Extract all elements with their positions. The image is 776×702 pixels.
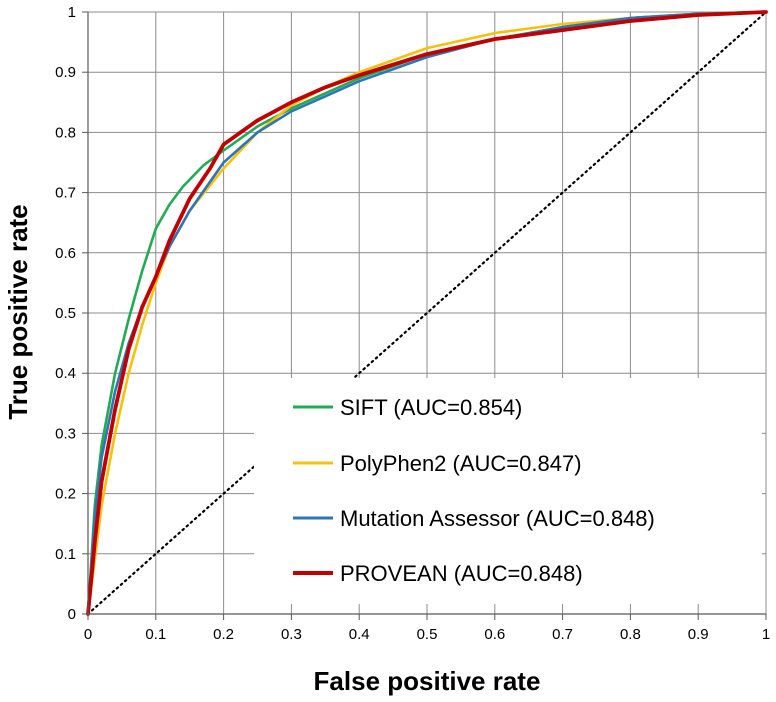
y-tick-label: 0.1 (55, 546, 76, 563)
x-tick-label: 0.7 (552, 626, 573, 643)
y-tick-label: 0.2 (55, 486, 76, 503)
x-tick-label: 0.2 (213, 626, 234, 643)
legend: SIFT (AUC=0.854) PolyPhen2 (AUC=0.847) M… (254, 378, 762, 604)
y-tick-label: 0 (68, 606, 76, 623)
x-tick-label: 0 (84, 626, 92, 643)
diagonal-reference (86, 10, 768, 616)
x-tick-label: 1 (762, 626, 770, 643)
y-tick-label: 0.4 (55, 365, 76, 382)
y-tick-label: 0.9 (55, 64, 76, 81)
diagonal-reference-line (86, 10, 768, 616)
y-tick-label: 0.5 (55, 305, 76, 322)
x-tick-label: 0.4 (349, 626, 370, 643)
legend-label-sift: SIFT (AUC=0.854) (340, 395, 522, 420)
y-tick-label: 0.8 (55, 124, 76, 141)
tick-labels: 0 0.1 0.2 0.3 0.4 0.5 0.6 0.7 0.8 0.9 1 0 0.1 0.2 0.3 0… (55, 4, 770, 643)
axes (82, 11, 767, 620)
x-axis-title: False positive rate (314, 666, 541, 696)
y-tick-label: 0.3 (55, 425, 76, 442)
series-line-mutation-assessor (86, 10, 768, 616)
x-tick-label: 0.8 (620, 626, 641, 643)
x-tick-label: 0.1 (145, 626, 166, 643)
y-tick-label: 0.7 (55, 185, 76, 202)
y-tick-label: 0.6 (55, 245, 76, 262)
series-line-polyphen2 (86, 10, 768, 616)
series-line-provean (86, 10, 768, 616)
x-tick-label: 0.6 (484, 626, 505, 643)
x-tick-label: 0.9 (688, 626, 709, 643)
y-tick-label: 1 (68, 4, 76, 21)
legend-label-mutation-assessor: Mutation Assessor (AUC=0.848) (340, 506, 655, 531)
y-axis-title: True positive rate (3, 204, 33, 419)
x-tick-label: 0.3 (281, 626, 302, 643)
legend-label-polyphen2: PolyPhen2 (AUC=0.847) (340, 451, 582, 476)
legend-label-provean: PROVEAN (AUC=0.848) (340, 561, 583, 586)
series-lines (86, 10, 768, 616)
x-tick-label: 0.5 (417, 626, 438, 643)
legend-box (254, 378, 762, 604)
